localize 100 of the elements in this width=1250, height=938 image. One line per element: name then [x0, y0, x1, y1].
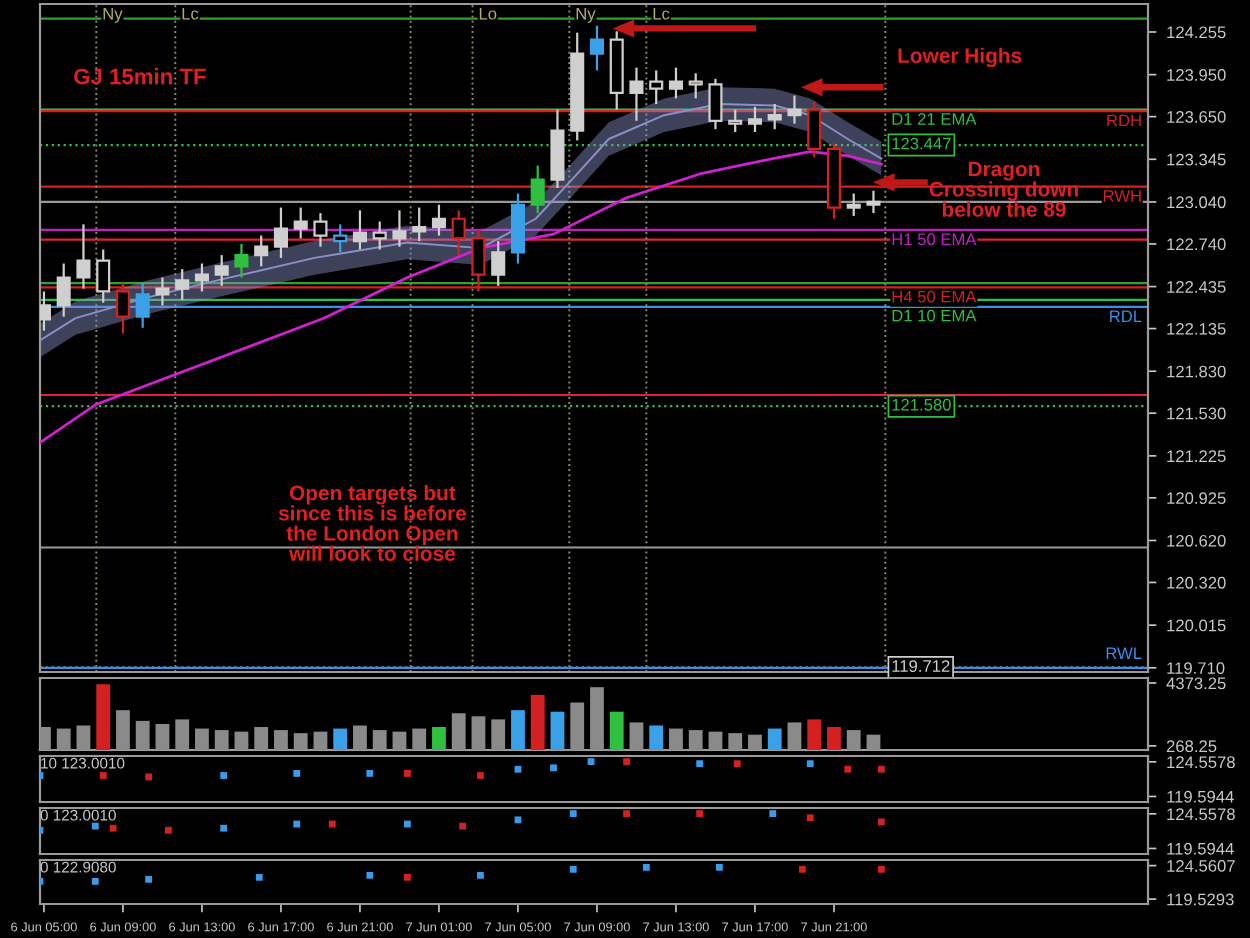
ref-line-label: RWL	[1106, 647, 1142, 659]
bar	[550, 711, 565, 750]
candlestick	[194, 262, 209, 293]
candlestick	[491, 240, 506, 287]
candlestick	[293, 206, 308, 240]
candlestick	[649, 69, 664, 106]
y-tick-label: 268.25	[1166, 740, 1217, 753]
bar	[609, 711, 624, 750]
candlestick	[431, 203, 446, 237]
candlestick	[708, 77, 723, 131]
candlestick	[629, 66, 644, 122]
bar	[56, 728, 71, 750]
candlestick	[728, 108, 743, 134]
candlestick	[510, 192, 525, 265]
bar	[451, 713, 466, 750]
bar	[827, 727, 841, 750]
y-tick-label: 119.5944	[1167, 842, 1234, 855]
bar	[511, 710, 525, 750]
bar	[649, 725, 664, 750]
candlestick	[175, 267, 190, 301]
ref-line-label: 121.580	[892, 398, 951, 411]
y-tick-label: 121.530	[1167, 407, 1226, 420]
bar	[353, 725, 367, 750]
candlestick	[589, 24, 604, 72]
bar	[313, 731, 328, 750]
y-tick-label: 124.5607	[1167, 860, 1235, 872]
y-tick-label: 122.135	[1167, 322, 1226, 335]
candlestick	[451, 209, 466, 257]
bar	[195, 728, 209, 750]
candlestick	[333, 223, 348, 254]
y-tick-label: 123.040	[1167, 196, 1226, 209]
y-tick-label: 119.5944	[1167, 790, 1234, 803]
y-tick-label: 121.830	[1167, 365, 1226, 378]
candlestick	[214, 254, 229, 287]
bar	[866, 734, 881, 750]
candlestick	[688, 72, 703, 100]
ref-line-label: Lc	[653, 7, 670, 20]
y-tick-label: 120.015	[1167, 619, 1226, 632]
annotation: Open targets but since this is before the London Open will look to close	[278, 485, 467, 561]
bar	[669, 728, 683, 750]
ref-line-label: RDL	[1110, 310, 1142, 322]
candlestick	[530, 164, 545, 215]
ref-line-label: H4 50 EMA	[892, 290, 977, 303]
ref-line-label: RDH	[1107, 114, 1141, 127]
bar	[175, 719, 190, 750]
bar	[728, 733, 743, 750]
y-tick-label: 123.950	[1167, 69, 1226, 81]
y-tick-label: 120.620	[1167, 534, 1226, 547]
bar	[787, 722, 802, 750]
bar	[590, 687, 604, 750]
bar	[748, 734, 762, 750]
bar	[688, 730, 703, 750]
bar	[135, 720, 150, 750]
y-tick-label: 124.255	[1167, 26, 1226, 39]
bar	[392, 731, 407, 750]
bar	[432, 727, 446, 750]
bar	[471, 716, 486, 750]
bar	[807, 719, 822, 750]
candlestick	[392, 209, 407, 248]
bar	[530, 694, 545, 750]
candlestick	[846, 192, 861, 218]
candlestick	[747, 105, 762, 134]
bar	[214, 730, 229, 750]
bar	[629, 722, 644, 750]
bar	[767, 728, 782, 750]
bar	[846, 730, 861, 750]
ref-line-label: Ny	[576, 7, 596, 23]
y-tick-label: 123.650	[1167, 111, 1226, 123]
y-tick-label: 123.345	[1167, 153, 1226, 166]
bar	[293, 733, 308, 750]
candlestick	[96, 248, 111, 304]
ref-line-label: 123.447	[892, 137, 951, 150]
ref-line-label: Ny	[103, 7, 123, 23]
ref-line-label: Lc	[182, 7, 199, 20]
bar	[274, 730, 288, 750]
bar	[412, 728, 427, 750]
y-tick-label: 119.710	[1167, 662, 1225, 675]
bar	[116, 710, 130, 750]
bar	[234, 731, 249, 750]
y-tick-label: 122.435	[1167, 280, 1226, 293]
bar	[333, 728, 348, 750]
candlestick	[234, 242, 249, 279]
ref-line-label: D1 10 EMA	[892, 309, 977, 322]
y-tick-label: 119.5293	[1167, 893, 1234, 906]
bar	[155, 723, 170, 750]
bar	[708, 731, 723, 750]
candlestick	[313, 212, 328, 248]
bar	[570, 702, 585, 750]
ref-line-label: H1 50 EMA	[892, 233, 977, 246]
bar	[76, 725, 91, 750]
candlestick	[372, 220, 387, 251]
y-tick-label: 4373.25	[1166, 677, 1226, 690]
y-tick-label: 120.925	[1167, 492, 1226, 505]
candlestick	[668, 66, 683, 100]
bar	[372, 730, 387, 750]
candlestick	[155, 276, 170, 307]
y-tick-label: 124.5578	[1167, 756, 1235, 769]
candlestick	[352, 209, 367, 251]
ref-line-label: Lo	[479, 7, 497, 20]
y-tick-label: 120.320	[1167, 576, 1226, 589]
